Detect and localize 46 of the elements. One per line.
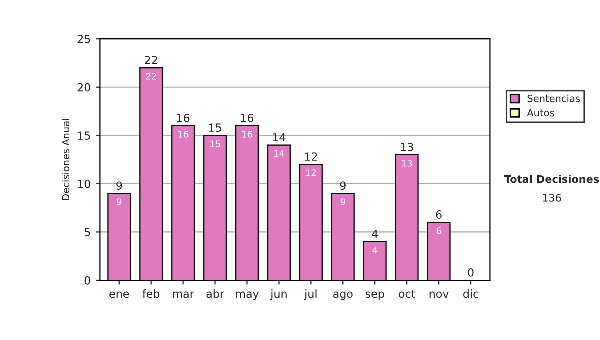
total-label: 0 <box>468 268 474 277</box>
text: 136 <box>543 194 562 202</box>
total-label: 4 <box>372 230 378 238</box>
text: Total Decisiones <box>504 175 600 184</box>
total-label: 16 <box>177 114 190 122</box>
total-label: 16 <box>241 114 254 122</box>
total-label: 13 <box>401 142 414 152</box>
data-label: 13 <box>402 160 412 167</box>
x-tick-label: dic <box>464 290 478 298</box>
data-label: 14 <box>274 150 284 158</box>
y-tick-label: 25 <box>78 35 90 44</box>
y-tick-label: 10 <box>78 180 90 188</box>
data-label: 22 <box>146 73 156 80</box>
y-tick-label: 20 <box>78 83 90 92</box>
x-tick-label: nov <box>430 292 449 298</box>
x-tick-label: ene <box>110 292 130 298</box>
total-label: 14 <box>273 133 286 142</box>
x-tick-label: sep <box>366 292 384 300</box>
data-label: 15 <box>210 140 220 148</box>
data-label: 9 <box>340 198 346 206</box>
total-label: 9 <box>340 182 346 190</box>
data-label: 16 <box>178 130 188 138</box>
total-label: 12 <box>305 152 318 161</box>
y-axis-title: Decisiones Anual <box>62 119 70 200</box>
total-label: 6 <box>436 210 442 219</box>
x-tick-label: abr <box>206 290 224 298</box>
data-label: 16 <box>242 130 252 138</box>
total-label: 15 <box>209 124 222 132</box>
legend-label: Autos <box>527 109 554 117</box>
x-tick-label: jul <box>304 290 317 300</box>
total-label: 9 <box>116 182 122 190</box>
x-tick-label: mar <box>173 292 194 298</box>
x-tick-label: may <box>236 292 260 300</box>
x-tick-label: feb <box>142 290 160 298</box>
y-tick-label: 0 <box>84 276 90 285</box>
data-label: 6 <box>436 228 442 234</box>
x-tick-label: oct <box>399 290 416 298</box>
y-tick-label: 15 <box>78 132 90 140</box>
total-label: 22 <box>145 56 158 64</box>
data-label: 12 <box>306 170 316 176</box>
x-tick-label: ago <box>333 292 353 300</box>
legend-label: Sentencias <box>528 94 580 102</box>
y-tick-label: 5 <box>84 228 90 237</box>
data-label: 9 <box>117 198 122 206</box>
data-label: 4 <box>372 246 378 254</box>
x-tick-label: jun <box>270 290 287 300</box>
